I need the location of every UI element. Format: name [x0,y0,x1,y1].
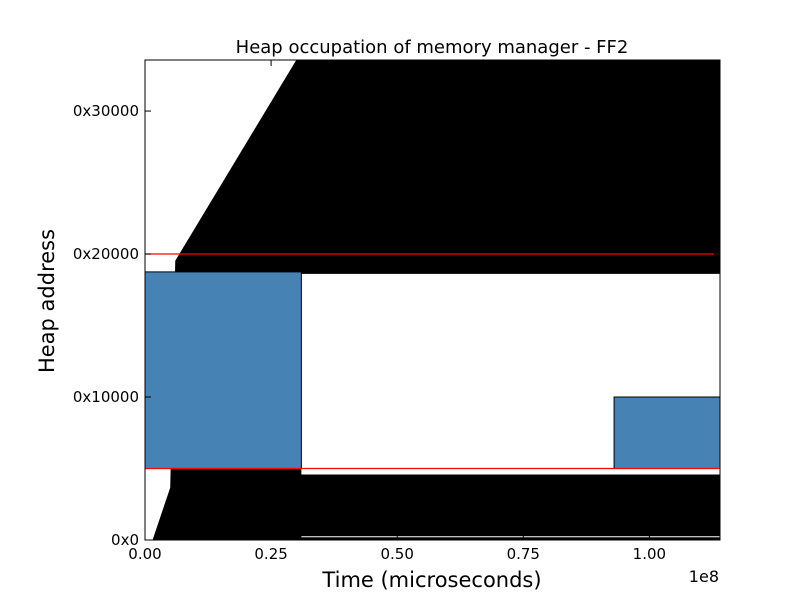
x-tick-label: 0.00 [128,545,161,563]
y-tick-label: 0x0 [111,531,139,549]
chart-title: Heap occupation of memory manager - FF2 [236,37,629,58]
y-tick-label: 0x30000 [73,102,139,120]
allocated-block-1 [145,271,302,470]
x-tick-label: 0.25 [254,545,287,563]
x-tick-label: 0.75 [507,545,540,563]
x-axis-offset-label: 1e8 [689,567,719,586]
y-axis-label: Heap address [35,229,59,373]
x-tick-label: 0.50 [380,545,413,563]
y-tick-label: 0x10000 [73,388,139,406]
plot-area [145,60,720,540]
x-tick-label: 1.00 [633,545,666,563]
allocated-block-2 [613,396,720,470]
x-axis-label: Time (microseconds) [321,568,541,592]
y-tick-label: 0x20000 [73,245,139,263]
plot-frame [144,59,721,541]
